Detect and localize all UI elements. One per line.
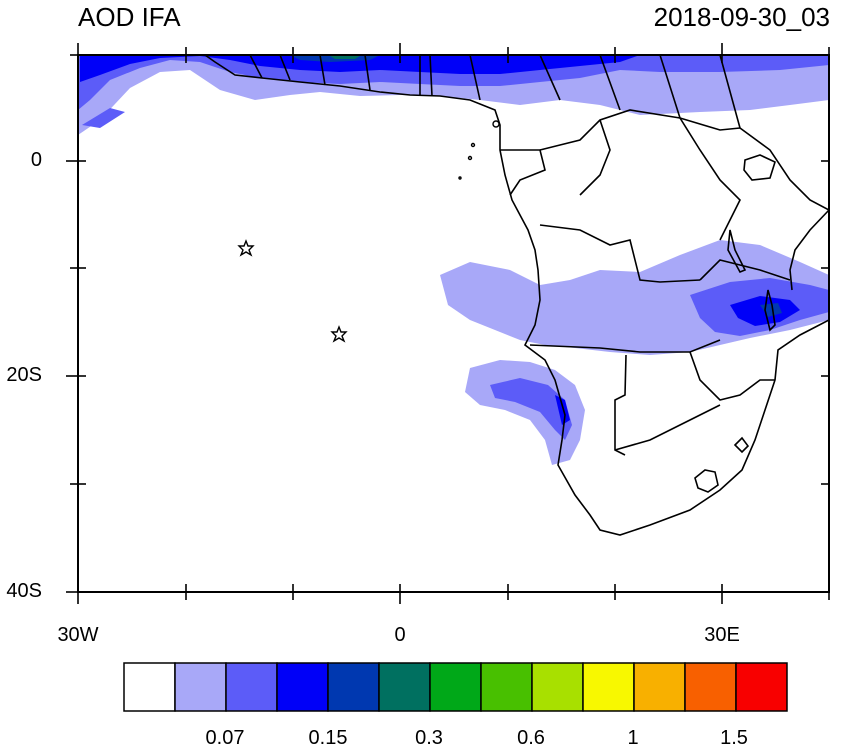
colorbar-swatch: [327, 662, 380, 712]
lat-label-20s: 20S: [6, 364, 42, 386]
island-principe: [470, 142, 476, 148]
lon-label-30w: 30W: [57, 624, 99, 646]
colorbar-swatch: [531, 662, 584, 712]
colorbar-swatch: [429, 662, 482, 712]
tick-marks: [66, 43, 830, 604]
lake-victoria: [743, 154, 776, 181]
colorbar-swatch: [735, 662, 788, 712]
aod-field: [78, 55, 829, 465]
colorbar-swatch: [276, 662, 329, 712]
africa-west-coast: [204, 55, 829, 536]
border-6: [689, 351, 775, 401]
colorbar-swatch: [684, 662, 737, 712]
colorbar-label: 0.6: [517, 727, 545, 749]
plot-frame: [77, 54, 830, 593]
lon-label-30e: 30E: [704, 624, 740, 646]
island-sao-tome: [467, 155, 473, 161]
colorbar-label: 0.07: [205, 727, 245, 749]
lake-malawi: [764, 289, 776, 332]
africa-east-coast: [789, 209, 829, 291]
coastlines: [204, 55, 829, 536]
island-bioko: [492, 120, 500, 128]
border-1: [500, 149, 546, 196]
colorbar: [123, 662, 788, 712]
colorbar-swatch: [582, 662, 635, 712]
colorbar-label: 1: [627, 727, 639, 749]
aod-region-gulf-streak: [82, 108, 125, 128]
star-marker: [237, 239, 255, 257]
colorbar-swatch: [174, 662, 227, 712]
colorbar-swatch: [633, 662, 686, 712]
colorbar-swatch: [225, 662, 278, 712]
border-9: [579, 119, 611, 196]
colorbar-swatch: [480, 662, 533, 712]
border-7: [614, 404, 721, 451]
border-3: [539, 224, 701, 283]
lat-label-0: 0: [30, 149, 42, 171]
colorbar-label: 0.15: [308, 727, 348, 749]
colorbar-swatch: [378, 662, 431, 712]
map-timestamp: 2018-09-30_03: [653, 2, 830, 32]
border-12: [249, 55, 741, 129]
star-markers: [237, 239, 348, 343]
lesotho: [694, 469, 719, 493]
eswatini: [733, 436, 750, 454]
islands: [458, 120, 500, 180]
border-2: [539, 109, 741, 151]
aod-region-namibia-peak: [555, 395, 570, 425]
aod-region-namibia-mid: [490, 378, 572, 440]
map-title: AOD IFA: [78, 2, 181, 32]
border-8: [699, 259, 791, 281]
aod-region-north-mid: [78, 55, 829, 110]
colorbar-label: 1.5: [720, 727, 748, 749]
colorbar-swatch: [123, 662, 176, 712]
aod-region-north-peak2: [330, 56, 360, 59]
border-4: [529, 339, 721, 353]
border-10: [679, 117, 741, 241]
star-marker: [330, 325, 348, 343]
island-annobon: [458, 176, 462, 180]
lake-tanganyika: [727, 229, 747, 274]
border-11: [739, 127, 829, 211]
colorbar-label: 0.3: [415, 727, 443, 749]
aod-region-north-high: [80, 55, 640, 82]
border-5: [614, 354, 627, 456]
lat-label-40s: 40S: [6, 580, 42, 602]
lon-label-0: 0: [394, 624, 406, 646]
